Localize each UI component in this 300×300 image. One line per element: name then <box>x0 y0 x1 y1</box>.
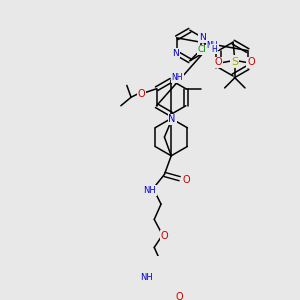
Text: O: O <box>137 89 145 99</box>
Text: N: N <box>168 114 176 124</box>
Text: O: O <box>215 58 223 68</box>
Text: NH: NH <box>140 273 153 282</box>
Text: N: N <box>172 49 179 58</box>
Text: NH: NH <box>172 73 183 82</box>
Text: O: O <box>247 58 255 68</box>
Text: N: N <box>199 33 206 42</box>
Text: S: S <box>231 56 239 66</box>
Text: S: S <box>231 57 239 67</box>
Text: O: O <box>160 230 168 241</box>
Text: O: O <box>183 176 190 185</box>
Text: Cl: Cl <box>197 45 206 54</box>
Text: H: H <box>211 45 217 54</box>
Text: NH: NH <box>206 40 218 50</box>
Text: NH: NH <box>144 186 156 195</box>
Text: O: O <box>176 292 184 300</box>
